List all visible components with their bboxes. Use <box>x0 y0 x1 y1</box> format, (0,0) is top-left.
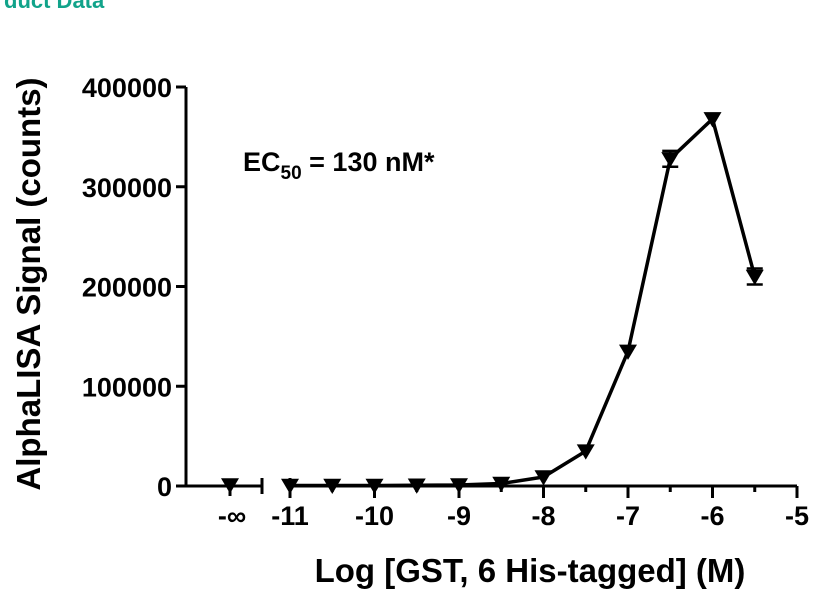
data-point <box>576 444 595 460</box>
data-point <box>703 112 722 128</box>
x-axis: -∞ -11 -10 -9 -8 -7 -6 -5 <box>186 478 809 531</box>
y-axis: 0 100000 200000 300000 400000 <box>82 73 188 502</box>
data-point <box>661 152 680 168</box>
data-point-zero <box>221 478 239 494</box>
y-tick-label: 200000 <box>82 273 172 303</box>
plot-area <box>221 112 764 495</box>
data-point <box>492 476 511 493</box>
y-tick-label: 300000 <box>82 173 172 203</box>
y-tick-label: 400000 <box>82 73 172 103</box>
y-axis-label: AlphaLISA Signal (counts) <box>10 77 47 490</box>
x-tick-label-zero: -∞ <box>218 501 246 531</box>
x-tick-label: -9 <box>447 501 471 531</box>
data-point <box>534 470 553 486</box>
data-point <box>407 478 426 494</box>
x-tick-label: -10 <box>355 501 394 531</box>
x-axis-label: Log [GST, 6 His-tagged] (M) <box>315 552 746 589</box>
y-tick-label: 0 <box>157 472 172 502</box>
data-point <box>281 478 299 495</box>
y-tick-label: 100000 <box>82 372 172 402</box>
x-tick-label: -6 <box>700 501 724 531</box>
x-tick-label: -11 <box>271 501 309 531</box>
data-point <box>323 478 342 495</box>
data-point <box>619 344 637 360</box>
x-tick-label: -5 <box>785 501 809 531</box>
data-point <box>745 269 764 286</box>
ec50-annotation: EC50 = 130 nM* <box>243 147 435 184</box>
x-tick-label: -7 <box>616 501 640 531</box>
section-header: duct Data <box>4 0 105 13</box>
data-point <box>450 478 468 494</box>
x-tick-label: -8 <box>531 501 555 531</box>
data-point <box>365 478 384 495</box>
